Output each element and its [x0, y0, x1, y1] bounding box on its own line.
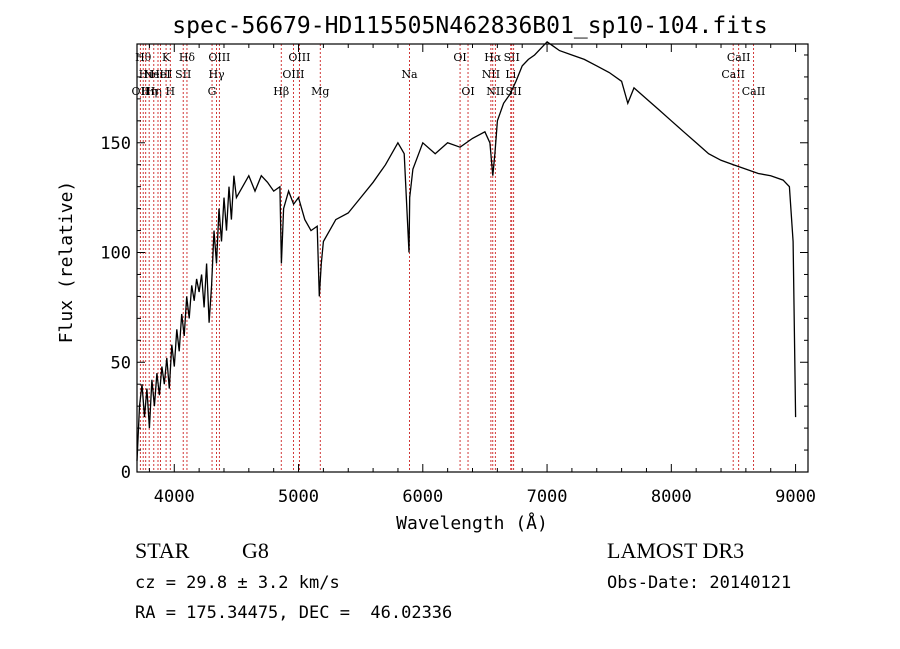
line-marker-label: SII — [175, 68, 191, 81]
line-marker-label: OIII — [288, 51, 310, 64]
x-tick-label: 6000 — [402, 487, 443, 507]
object-type-label: STAR — [135, 538, 190, 563]
spectral-subclass-label: G8 — [242, 538, 269, 563]
line-marker-label: Hβ — [273, 85, 289, 98]
y-tick-label: 150 — [100, 134, 131, 154]
line-marker-label: CaII — [742, 85, 766, 98]
line-marker-label: SII — [504, 51, 520, 64]
x-axis-label: Wavelength (Å) — [396, 512, 548, 534]
line-marker-label: G — [208, 85, 217, 98]
x-tick-label: 4000 — [154, 487, 195, 507]
line-marker-label: Hδ — [179, 51, 196, 64]
line-marker-label: OIII — [208, 51, 230, 64]
x-tick-label: 9000 — [775, 487, 816, 507]
line-marker-label: Hα — [484, 51, 502, 64]
line-marker-label: OIII — [282, 68, 304, 81]
spectral-line-markers: OIIHθHιHηHηNeIIIHeIKHSIIHδGHγOIIIHβOIIIO… — [131, 44, 765, 472]
line-marker-label: NII — [486, 85, 504, 98]
coordinates-text: RA = 175.34475, DEC = 46.02336 — [135, 603, 453, 623]
line-marker-label: Na — [401, 68, 418, 81]
line-marker-label: OI — [453, 51, 466, 64]
obs-date-text: Obs-Date: 20140121 — [607, 573, 792, 593]
plot-frame — [136, 43, 809, 473]
axis-ticks: 4000 5000 6000 7000 8000 9000 0 50 100 150 — [100, 44, 816, 507]
line-marker-label: Mg — [311, 85, 329, 98]
line-marker-label: HeI — [150, 68, 170, 81]
line-marker-label: Hη — [146, 85, 162, 98]
line-marker-label: CaII — [727, 51, 751, 64]
y-tick-label: 0 — [121, 463, 131, 483]
line-marker-label: K — [162, 51, 171, 64]
x-tick-label: 8000 — [651, 487, 692, 507]
line-marker-label: Li — [505, 68, 516, 81]
y-axis-label: Flux (relative) — [56, 181, 77, 344]
redshift-cz-text: cz = 29.8 ± 3.2 km/s — [135, 573, 340, 593]
line-marker-label: Hη — [141, 85, 157, 98]
spectrum-series-line — [136, 40, 797, 462]
line-marker-label: OII — [131, 85, 149, 98]
line-marker-label: NII — [482, 68, 500, 81]
x-tick-label: 7000 — [527, 487, 568, 507]
y-tick-label: 50 — [111, 353, 131, 373]
line-marker-label: NeIII — [143, 68, 172, 81]
line-marker-label: Hθ — [135, 51, 152, 64]
line-marker-label: OI — [461, 85, 474, 98]
x-tick-label: 5000 — [278, 487, 319, 507]
survey-label: LAMOST DR3 — [607, 538, 745, 563]
line-marker-label: CaII — [721, 68, 745, 81]
y-tick-label: 100 — [100, 244, 131, 264]
line-marker-label: Hγ — [208, 68, 225, 81]
line-marker-label: H — [166, 85, 176, 98]
chart-title: spec-56679-HD115505N462836B01_sp10-104.f… — [172, 13, 767, 39]
